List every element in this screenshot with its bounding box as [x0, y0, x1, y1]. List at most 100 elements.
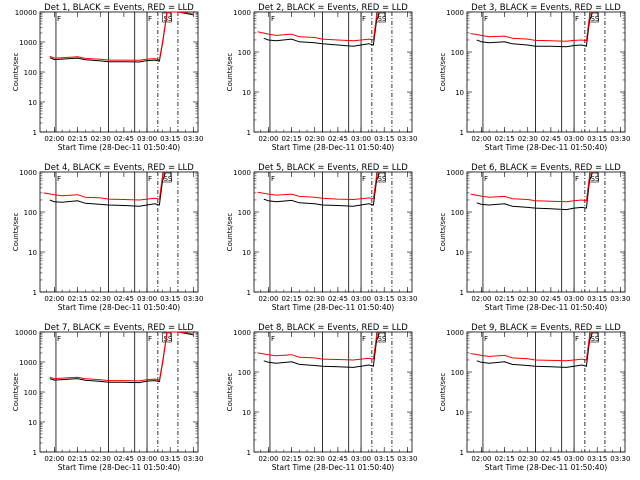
panel-det-4: Det 4, BLACK = Events, RED = LLD 1 10 100 10… — [12, 163, 203, 312]
x-tick-label: 02:30 — [91, 455, 111, 463]
annotation-label: SS — [377, 175, 386, 183]
series-line-events — [263, 11, 381, 47]
y-tick-label: 1000 — [446, 169, 464, 177]
y-tick-label: 1 — [33, 449, 37, 457]
x-tick-label: 03:15 — [160, 295, 180, 303]
y-tick-label: 10 — [28, 419, 37, 427]
panel-title: Det 9, BLACK = Events, RED = LLD — [471, 323, 621, 333]
y-tick-label: 1 — [247, 129, 251, 137]
annotation-label: F — [271, 335, 275, 343]
x-axis-label: Start Time (28-Dec-11 01:50:40) — [58, 143, 180, 152]
y-tick-label: 100 — [451, 209, 464, 217]
plot-frame — [466, 171, 626, 293]
y-tick-label: 10 — [455, 249, 464, 257]
x-tick-label: 02:30 — [305, 295, 325, 303]
x-tick-label: 02:30 — [305, 455, 325, 463]
series-line-events — [476, 171, 594, 211]
x-tick-label: 02:00 — [44, 455, 64, 463]
series-line-lld — [43, 171, 166, 201]
series-line-lld — [49, 11, 194, 61]
y-tick-label: 1000 — [19, 359, 37, 367]
x-tick-label: 03:30 — [610, 455, 630, 463]
annotation-label: F — [148, 15, 152, 23]
y-tick-label: 1000 — [233, 169, 251, 177]
x-tick-label: 03:30 — [610, 135, 630, 143]
y-tick-label: 100 — [24, 69, 37, 77]
y-tick-label: 10 — [28, 99, 37, 107]
x-tick-label: 03:30 — [183, 455, 203, 463]
plot-frame — [39, 171, 199, 293]
x-tick-label: 03:30 — [397, 135, 417, 143]
x-tick-label: 02:30 — [518, 135, 538, 143]
annotation-label: F — [362, 335, 366, 343]
y-tick-label: 10 — [242, 409, 251, 417]
y-tick-label: 100 — [451, 49, 464, 57]
annotation-label: SS — [590, 175, 599, 183]
y-tick-label: 1000 — [446, 329, 464, 337]
y-axis-label: Counts/sec — [12, 53, 20, 92]
annotation-label: SS — [163, 335, 172, 343]
x-tick-label: 03:15 — [160, 135, 180, 143]
y-tick-label: 10 — [28, 249, 37, 257]
annotation-label: F — [484, 15, 488, 23]
panel-det-9: Det 9, BLACK = Events, RED = LLD 1 10 100 10… — [439, 323, 630, 472]
annotation-label: SS — [377, 335, 386, 343]
y-tick-label: 10000 — [15, 329, 37, 337]
x-tick-label: 02:30 — [305, 135, 325, 143]
x-tick-label: 03:00 — [137, 135, 157, 143]
plot-frame — [39, 331, 199, 453]
x-tick-label: 02:00 — [44, 295, 64, 303]
x-tick-label: 03:00 — [564, 295, 584, 303]
y-tick-label: 10 — [242, 89, 251, 97]
annotation-label: F — [362, 15, 366, 23]
x-tick-label: 03:30 — [183, 295, 203, 303]
y-tick-label: 1 — [247, 449, 251, 457]
plot-frame — [466, 11, 626, 133]
y-tick-label: 100 — [24, 389, 37, 397]
x-tick-label: 02:45 — [541, 455, 561, 463]
y-axis-label: Counts/sec — [439, 213, 447, 252]
series-line-lld — [470, 11, 593, 42]
y-tick-label: 1 — [460, 129, 464, 137]
panel-det-6: Det 6, BLACK = Events, RED = LLD 1 10 100 10… — [439, 163, 630, 312]
series-line-events — [476, 11, 594, 48]
panel-det-3: Det 3, BLACK = Events, RED = LLD 1 10 100 10… — [439, 3, 630, 152]
x-tick-label: 02:15 — [281, 295, 301, 303]
panel-title: Det 2, BLACK = Events, RED = LLD — [258, 3, 408, 13]
annotation-label: F — [575, 175, 579, 183]
x-tick-label: 03:00 — [351, 455, 371, 463]
annotation-label: F — [575, 335, 579, 343]
x-tick-label: 02:45 — [541, 135, 561, 143]
x-tick-label: 02:45 — [114, 295, 134, 303]
panel-title: Det 6, BLACK = Events, RED = LLD — [471, 163, 621, 173]
annotation-label: F — [148, 335, 152, 343]
series-line-events — [263, 171, 381, 207]
annotation-label: F — [57, 175, 61, 183]
annotation-label: F — [57, 15, 61, 23]
y-axis-label: Counts/sec — [226, 213, 234, 252]
plot-frame — [253, 171, 413, 293]
y-tick-label: 10000 — [15, 9, 37, 17]
x-tick-label: 03:15 — [374, 295, 394, 303]
panel-title: Det 8, BLACK = Events, RED = LLD — [258, 323, 408, 333]
x-tick-label: 02:15 — [281, 455, 301, 463]
annotation-label: F — [271, 175, 275, 183]
x-tick-label: 02:00 — [258, 295, 278, 303]
x-tick-label: 03:00 — [564, 135, 584, 143]
x-axis-label: Start Time (28-Dec-11 01:50:40) — [272, 143, 394, 152]
y-tick-label: 1 — [247, 289, 251, 297]
x-tick-label: 03:00 — [351, 295, 371, 303]
annotation-label: SS — [163, 175, 172, 183]
y-axis-label: Counts/sec — [12, 213, 20, 252]
x-tick-label: 02:15 — [67, 295, 87, 303]
y-tick-label: 1 — [460, 289, 464, 297]
y-tick-label: 10 — [455, 409, 464, 417]
y-tick-label: 1000 — [233, 9, 251, 17]
x-tick-label: 02:45 — [114, 455, 134, 463]
x-tick-label: 03:30 — [610, 295, 630, 303]
y-tick-label: 100 — [24, 209, 37, 217]
x-tick-label: 02:45 — [328, 455, 348, 463]
x-tick-label: 02:00 — [471, 455, 491, 463]
annotation-label: SS — [590, 15, 599, 23]
